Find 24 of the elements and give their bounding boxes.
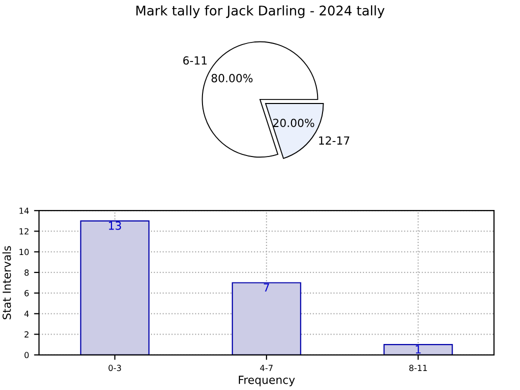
y-tick-label: 10 [20, 248, 29, 256]
data-label: 20.00% [273, 118, 314, 128]
bar [383, 344, 453, 355]
data-label: 13 [108, 221, 122, 230]
slice-label: 6-11 [183, 56, 207, 65]
y-tick-label: 14 [20, 208, 29, 214]
chart-title: Mark tally for Jack Darling - 2024 tally [136, 5, 385, 18]
x-axis-title: Frequency [238, 376, 295, 386]
y-tick-label: 0 [24, 352, 29, 358]
bar [80, 220, 150, 355]
x-tick-label: 8-11 [409, 364, 427, 372]
y-tick-label: 2 [24, 331, 28, 338]
x-tick-label: 4-7 [260, 364, 273, 371]
y-axis-title: Stat Intervals [2, 246, 11, 320]
x-tick-label: 0-3 [108, 364, 121, 372]
y-tick-label: 12 [20, 228, 28, 234]
data-label: 7 [264, 283, 270, 292]
y-tick-label: 8 [24, 269, 29, 276]
bar [232, 282, 302, 355]
y-tick-label: 6 [24, 290, 29, 296]
data-label: 1 [416, 345, 421, 354]
y-tick-label: 4 [24, 310, 29, 317]
slice-label: 12-17 [319, 136, 350, 145]
data-label: 80.00% [212, 74, 253, 82]
